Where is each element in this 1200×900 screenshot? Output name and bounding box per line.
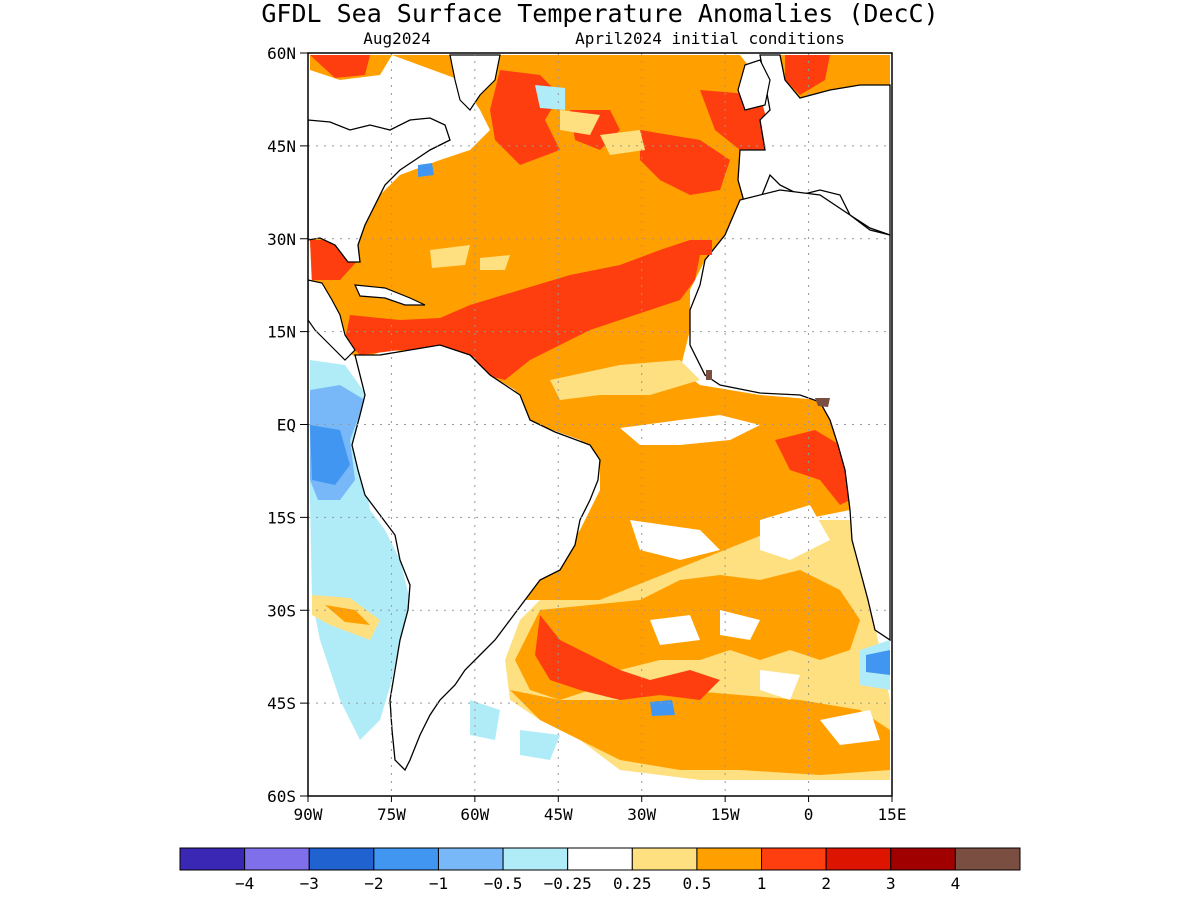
eastern-pacific-colder-region (310, 425, 350, 485)
north-sea-hot (785, 55, 830, 95)
lon-tick-label: 90W (294, 805, 323, 824)
colorbar-swatch (308, 847, 375, 871)
colorbar-swatch (244, 847, 310, 871)
gulf-of-guinea-coast-mark (706, 370, 830, 407)
lat-tick-label: 45S (267, 694, 296, 713)
cuba-island (354, 284, 426, 306)
north-america-land (308, 117, 451, 263)
forecast-month-label: Aug2024 (363, 29, 430, 48)
colorbar-tick-label: −0.25 (544, 874, 592, 893)
south-atlantic-cold-spot (650, 650, 890, 716)
tropical-north-atlantic-hot (345, 240, 700, 380)
latitude-axis: 60N 45N 30N 15N EQ 15S 30S 45S 60S (267, 44, 308, 806)
colorbar-swatch (696, 847, 763, 871)
color-scale-bar: −4 −3 −2 −1 −0.5 −0.25 0.25 0.5 1 2 3 4 (179, 847, 1021, 893)
europe-land (737, 54, 891, 236)
colorbar-tick-label: 4 (951, 874, 961, 893)
africa-land (689, 189, 891, 642)
lat-tick-label: 30N (267, 230, 296, 249)
north-atlantic-hot-patch-2 (640, 130, 730, 195)
colorbar-tick-label: 1 (757, 874, 767, 893)
canary-islands-hot (690, 240, 712, 255)
lon-tick-label: 60W (460, 805, 489, 824)
lon-tick-label: 15E (878, 805, 907, 824)
colorbar-swatch (502, 847, 569, 871)
south-america-land (351, 344, 601, 772)
colorbar-tick-label: 0.25 (613, 874, 652, 893)
northwest-atlantic-hot-patch (310, 55, 370, 78)
colorbar-swatch (954, 847, 1021, 871)
lon-tick-label: 75W (377, 805, 406, 824)
gulf-of-maine-cold-spot (418, 163, 434, 177)
initial-conditions-label: April2024 initial conditions (575, 29, 845, 48)
colorbar-swatch (761, 847, 827, 871)
lat-tick-label: 60S (267, 787, 296, 806)
lon-tick-label: 15W (711, 805, 740, 824)
colorbar-swatch (567, 847, 633, 871)
lat-tick-label: EQ (277, 416, 296, 435)
south-atlantic-hot-band (535, 615, 720, 700)
colorbar-tick-label: 0.5 (682, 874, 711, 893)
lat-tick-label: 15S (267, 508, 296, 527)
colorbar-tick-label: −0.5 (484, 874, 523, 893)
colorbar-swatch (631, 847, 698, 871)
lon-tick-label: 0 (804, 805, 814, 824)
lon-tick-label: 45W (544, 805, 573, 824)
lat-tick-label: 60N (267, 44, 296, 63)
sst-anomaly-map (308, 53, 892, 796)
colorbar-tick-label: 2 (821, 874, 831, 893)
southeast-pacific-warm-core (325, 605, 370, 625)
colorbar-tick-label: −2 (364, 874, 383, 893)
colorbar-tick-label: −4 (235, 874, 254, 893)
south-atlantic-warm-band-south (510, 690, 890, 775)
lat-tick-label: 45N (267, 137, 296, 156)
british-isles (737, 59, 771, 111)
figure-title: GFDL Sea Surface Temperature Anomalies (… (261, 0, 938, 28)
south-atlantic-neutral-patches (630, 505, 880, 745)
labrador-sea-cool-spot (535, 85, 565, 110)
north-atlantic-light-warm-spots (430, 110, 645, 270)
colorbar-tick-label: −1 (429, 874, 448, 893)
map-gridlines (308, 53, 893, 796)
equatorial-light-warm-band (550, 360, 700, 400)
colorbar-swatch (437, 847, 504, 871)
lat-tick-label: 30S (267, 601, 296, 620)
central-america-land (308, 279, 356, 361)
angola-coast-hot (775, 430, 850, 505)
colorbar-swatch (890, 847, 956, 871)
colorbar-swatch (825, 847, 892, 871)
colorbar-tick-label: −3 (300, 874, 319, 893)
colorbar-swatch (179, 847, 246, 871)
longitude-axis: 90W 75W 60W 45W 30W 15W 0 15E (294, 796, 907, 824)
lat-tick-label: 15N (267, 323, 296, 342)
colorbar-tick-label: 3 (886, 874, 896, 893)
lon-tick-label: 30W (627, 805, 656, 824)
colorbar-swatch (373, 847, 439, 871)
